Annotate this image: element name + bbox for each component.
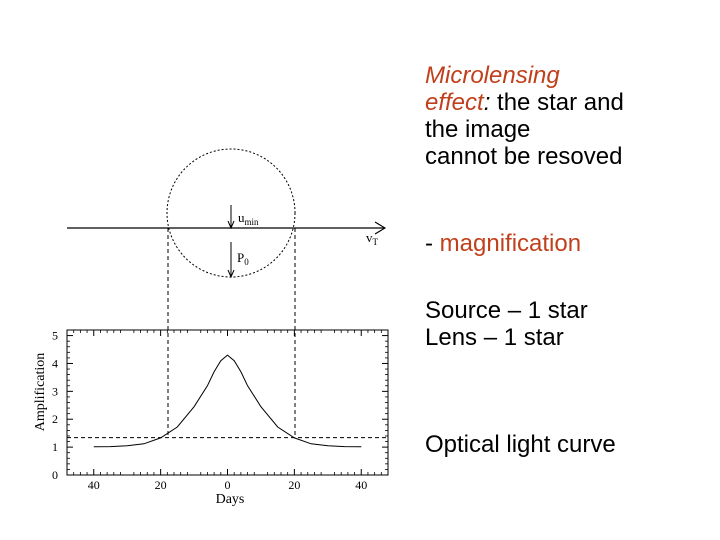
magnification-word: magnification bbox=[439, 230, 582, 257]
trajectory-arrowhead bbox=[374, 221, 387, 235]
headline-text: Microlensing effect: the star and the im… bbox=[425, 62, 624, 170]
vt-label: vT bbox=[366, 230, 379, 247]
y-axis-ticks: 0 1 2 3 4 5 bbox=[52, 329, 388, 482]
light-curve-caption-text: Optical light curve bbox=[425, 431, 616, 458]
y-tick-label: 4 bbox=[52, 356, 58, 370]
umin-arrowhead bbox=[227, 220, 235, 230]
magnification-text: - magnification bbox=[425, 230, 581, 257]
vt-label-sub: T bbox=[373, 237, 379, 247]
p0-label-sub: 0 bbox=[244, 257, 249, 267]
light-curve-caption: Optical light curve bbox=[425, 431, 616, 458]
p0-label: P0 bbox=[237, 250, 249, 267]
lens-line: Lens – 1 star bbox=[425, 324, 564, 351]
x-tick-label: 0 bbox=[225, 478, 231, 492]
headline-line-4: cannot be resoved bbox=[425, 143, 623, 170]
headline-line-2: effect: the star and bbox=[425, 89, 624, 116]
x-tick-label: 40 bbox=[355, 478, 367, 492]
headline-line-3: the image bbox=[425, 116, 531, 143]
source-line: Source – 1 star bbox=[425, 297, 588, 324]
y-tick-label: 0 bbox=[52, 468, 58, 482]
lens-geometry-diagram: umin P0 vT bbox=[67, 148, 387, 435]
headline-line-1: Microlensing bbox=[425, 62, 560, 89]
y-tick-label: 3 bbox=[52, 384, 58, 398]
x-tick-label: 20 bbox=[288, 478, 300, 492]
umin-label: umin bbox=[238, 210, 259, 227]
headline-colon: : bbox=[483, 89, 491, 116]
x-axis-ticks: 40 20 0 20 40 bbox=[73, 330, 382, 492]
magnification-dash: - bbox=[425, 230, 440, 257]
x-tick-label: 20 bbox=[155, 478, 167, 492]
headline-rest: the star and bbox=[490, 89, 624, 116]
source-lens-text: Source – 1 star Lens – 1 star bbox=[425, 297, 588, 351]
y-tick-label: 5 bbox=[52, 329, 58, 343]
headline-effect: effect bbox=[425, 89, 484, 116]
y-axis-label: Amplification bbox=[33, 353, 48, 432]
y-tick-label: 1 bbox=[52, 440, 58, 454]
light-curve-chart: 40 20 0 20 40 0 1 2 3 4 5 Days Amplification bbox=[33, 329, 389, 507]
p0-arrowhead bbox=[227, 269, 235, 279]
umin-label-sub: min bbox=[245, 217, 260, 227]
amplification-curve bbox=[93, 354, 362, 448]
plot-frame bbox=[66, 329, 389, 476]
x-axis-label: Days bbox=[216, 492, 245, 507]
y-tick-label: 2 bbox=[52, 412, 58, 426]
x-tick-label: 40 bbox=[88, 478, 100, 492]
